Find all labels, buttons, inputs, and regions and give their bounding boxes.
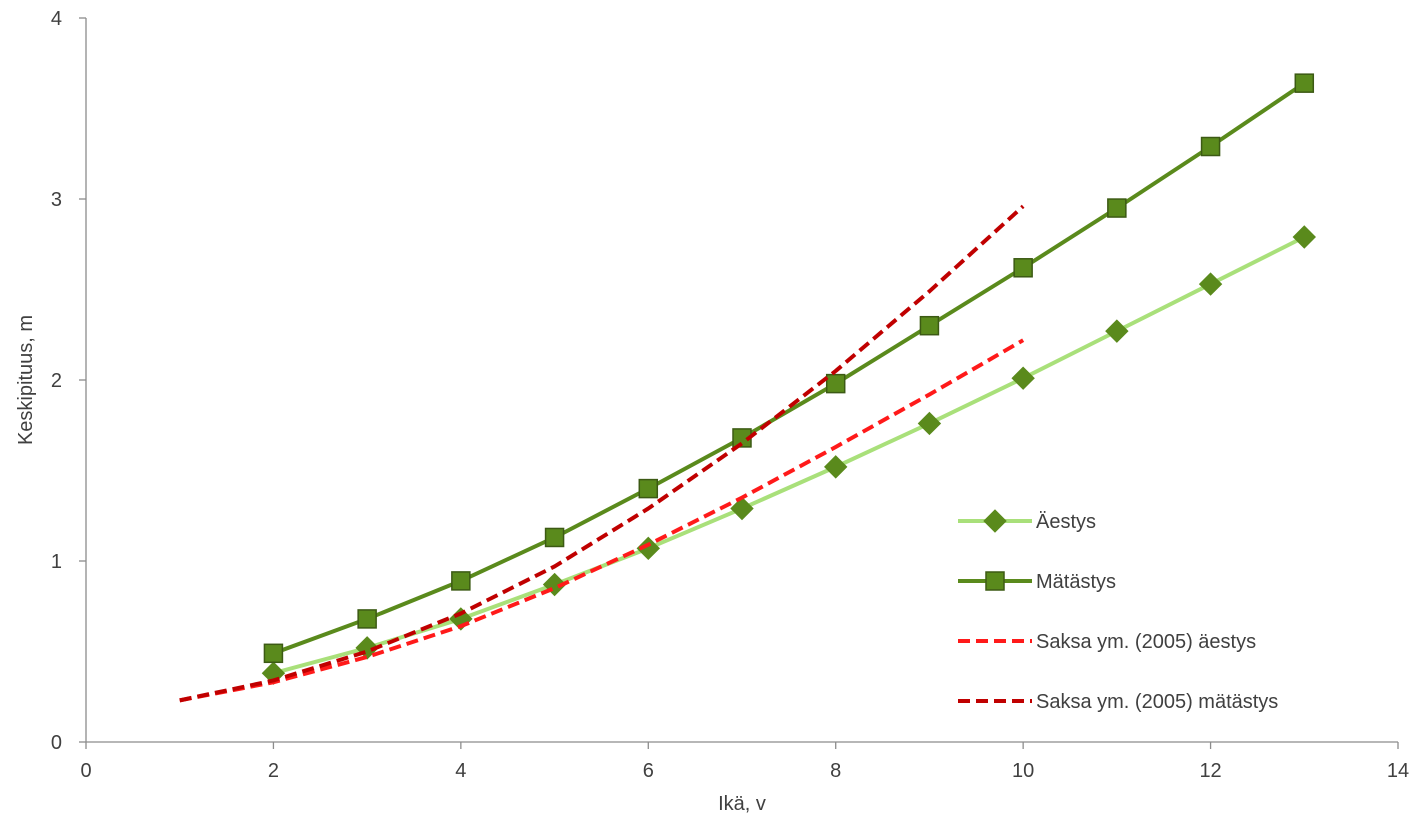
data-point <box>638 478 659 499</box>
data-point <box>919 315 940 336</box>
data-point <box>263 643 284 664</box>
data-point <box>544 527 565 548</box>
series-line <box>272 235 1306 676</box>
x-tick-label: 10 <box>1012 760 1034 782</box>
data-point <box>451 571 471 591</box>
series-1 <box>261 225 1316 685</box>
data-point <box>730 496 754 521</box>
series-3 <box>179 338 1025 703</box>
x-axis-title: Ikä, v <box>718 793 766 815</box>
legend-label: Mätästys <box>1036 571 1116 593</box>
data-point <box>1107 198 1127 218</box>
y-axis-title: Keskipituus, m <box>15 315 37 445</box>
data-point <box>917 411 942 436</box>
series-2 <box>263 73 1315 664</box>
legend-label: Saksa ym. (2005) äestys <box>1036 631 1256 653</box>
x-tick-label: 2 <box>268 760 279 782</box>
data-point <box>824 455 848 479</box>
data-point <box>825 373 846 394</box>
x-tick-label: 0 <box>80 760 91 782</box>
x-tick-label: 12 <box>1199 760 1221 782</box>
data-point <box>1013 258 1033 278</box>
legend-marker <box>985 571 1005 591</box>
series-line <box>272 81 1306 656</box>
legend-entry: Mätästys <box>958 571 1116 593</box>
series-line <box>179 204 1025 703</box>
legend-label: Saksa ym. (2005) mätästys <box>1036 691 1278 713</box>
data-point <box>1198 272 1223 296</box>
x-tick-label: 8 <box>830 760 841 782</box>
data-point <box>636 536 660 561</box>
series-4 <box>179 204 1025 703</box>
legend-entry: Saksa ym. (2005) mätästys <box>958 691 1278 713</box>
x-tick-label: 4 <box>455 760 466 782</box>
data-point <box>357 609 377 629</box>
data-point <box>1292 225 1316 249</box>
x-tick-label: 14 <box>1387 760 1409 782</box>
legend: Äestys Mätästys Saksa ym. (2005) äestys Sak… <box>958 509 1278 713</box>
data-point <box>1294 73 1315 93</box>
y-tick-label: 3 <box>51 189 62 211</box>
data-point <box>1200 136 1221 157</box>
legend-entry: Äestys <box>958 509 1096 533</box>
series-layer <box>179 73 1316 703</box>
data-point <box>1011 366 1035 390</box>
x-tick-label: 6 <box>643 760 654 782</box>
legend-marker <box>983 509 1007 533</box>
series-line <box>179 338 1025 703</box>
y-tick-label: 4 <box>51 8 62 30</box>
legend-label: Äestys <box>1036 511 1096 533</box>
y-tick-label: 2 <box>51 370 62 392</box>
y-tick-label: 1 <box>51 551 62 573</box>
y-tick-label: 0 <box>51 732 62 754</box>
legend-entry: Saksa ym. (2005) äestys <box>958 631 1256 653</box>
data-point <box>1105 319 1129 343</box>
